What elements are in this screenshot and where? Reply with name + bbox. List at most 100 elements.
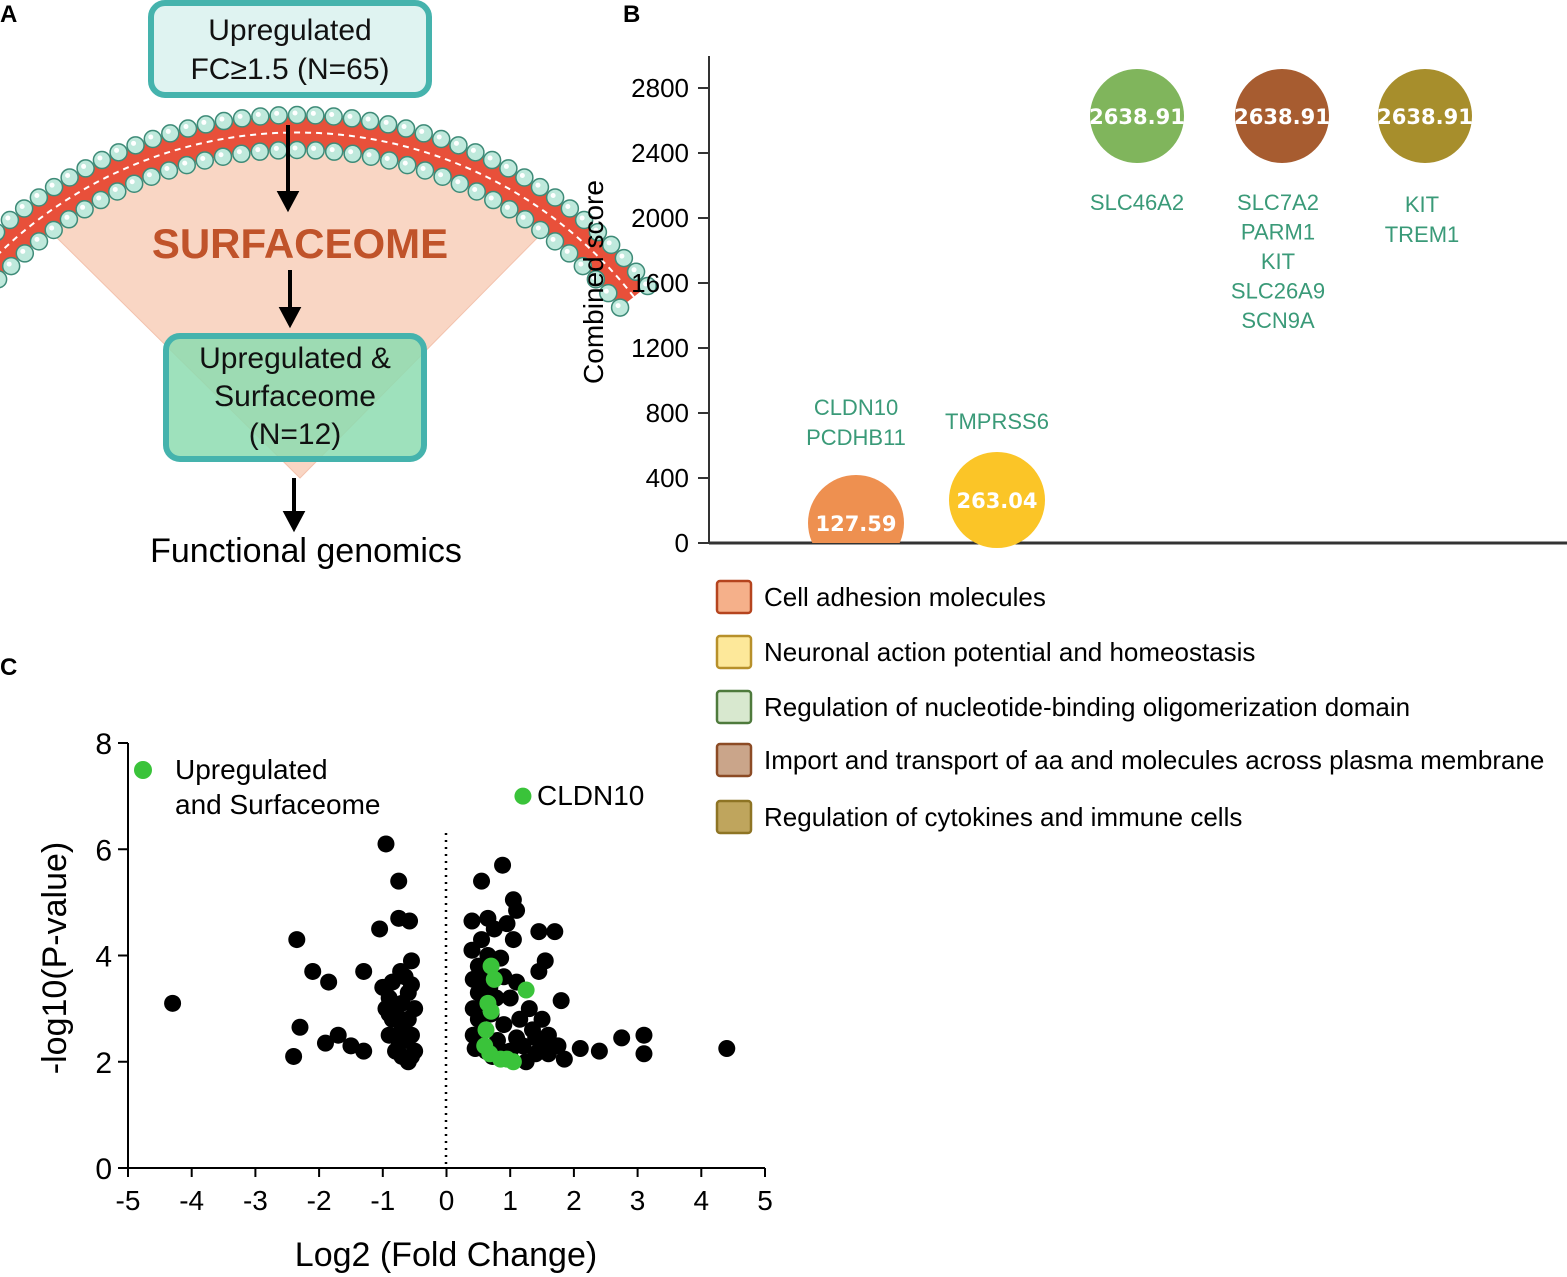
volcano-point (401, 912, 419, 930)
lipid-head-icon (306, 106, 325, 125)
lipid-head-icon (601, 235, 621, 255)
bubble-value-label: 2638.91 (1234, 105, 1330, 129)
legend-entry: Cell adhesion molecules (764, 582, 1046, 612)
cldn10-label: CLDN10 (537, 780, 644, 811)
bubble-value-label: 127.59 (815, 512, 896, 536)
lipid-highlight (81, 163, 87, 169)
bubble-group: 2638.91 SLC46A2 (1089, 69, 1185, 215)
bubble-mark (808, 475, 904, 543)
lipid-head-icon (92, 150, 112, 170)
lipid-highlight (236, 149, 242, 155)
lipid-head-icon (559, 244, 579, 263)
lipid-highlight (183, 124, 189, 130)
lipid-head-icon (449, 136, 468, 155)
volcano-points (164, 787, 736, 1071)
lipid-head-icon (0, 223, 6, 241)
volcano-x-tick-label: 2 (566, 1185, 582, 1216)
lipid-highlight (472, 186, 478, 192)
lipid-head-icon (143, 129, 163, 149)
gene-label: KIT (1261, 249, 1295, 274)
lipid-head-icon (214, 111, 234, 131)
volcano-point (539, 1045, 557, 1063)
volcano-point (316, 1034, 334, 1052)
volcano-point (329, 1026, 347, 1044)
lipid-highlight (146, 172, 152, 178)
lipid-highlight (438, 172, 444, 178)
volcano-y-tick-label: 8 (95, 728, 112, 761)
lipid-head-icon (59, 210, 79, 229)
lipid-highlight (255, 112, 261, 118)
bubble-group: 2638.91 SLC7A2 PARM1 KIT SLC26A9 SCN9A (1231, 69, 1330, 333)
lipid-head-icon (482, 150, 502, 170)
lipid-highlight (218, 152, 224, 158)
volcano-point (527, 1029, 545, 1047)
bubble-y-tick-label: 800 (646, 398, 689, 428)
lipid-head-icon (414, 124, 433, 143)
volcano-y-axis-title: -log10(P-value) (36, 842, 74, 1074)
volcano-point (406, 1000, 424, 1018)
lipid-head-icon (545, 188, 565, 207)
lipid-head-icon (287, 140, 307, 160)
volcano-point (164, 994, 182, 1012)
lipid-highlight (488, 195, 494, 201)
lipid-highlight (49, 225, 55, 231)
volcano-point (520, 1000, 538, 1018)
lipid-head-icon (109, 143, 128, 162)
panel-letter-a: A (0, 1, 17, 28)
lipid-highlight (384, 156, 390, 162)
lipid-head-icon (1, 256, 21, 276)
lipid-highlight (273, 145, 279, 151)
volcano-point (371, 920, 389, 938)
lipid-highlight (292, 145, 298, 151)
lipid-highlight (643, 281, 649, 287)
lipid-highlight (131, 140, 137, 146)
lipid-highlight (6, 261, 12, 267)
lipid-highlight (470, 147, 476, 153)
lipid-head-icon (142, 167, 161, 186)
bubble-y-tick-label: 400 (646, 463, 689, 493)
volcano-x-tick-label: 0 (439, 1185, 455, 1216)
volcano-x-axis-title: Log2 (Fold Change) (295, 1236, 597, 1274)
flow-arrows (276, 125, 306, 533)
volcano-point (473, 931, 491, 949)
gene-label: TMPRSS6 (945, 409, 1049, 434)
lipid-head-icon (124, 174, 144, 193)
lipid-head-icon (108, 182, 127, 201)
lipid-highlight (535, 182, 541, 188)
lipid-highlight (365, 116, 371, 122)
volcano-point (285, 1047, 303, 1065)
bubble-y-tick-label: 1200 (631, 333, 689, 363)
lipid-head-icon (466, 143, 485, 162)
lipid-highlight (578, 261, 584, 267)
lipid-highlight (402, 160, 408, 166)
lipid-highlight (579, 215, 585, 221)
lipid-highlight (274, 110, 280, 116)
lipid-highlight (487, 155, 493, 161)
lipid-highlight (329, 147, 335, 153)
lipid-head-icon (574, 210, 594, 230)
volcano-point (498, 1050, 516, 1068)
volcano-x-tick-label: 5 (757, 1185, 773, 1216)
volcano-point (304, 962, 322, 980)
lipid-head-icon (638, 276, 657, 296)
lipid-highlight (114, 147, 120, 153)
volcano-point (402, 1026, 420, 1044)
volcano-legend-line2: and Surfaceome (175, 789, 380, 820)
lipid-head-icon (0, 210, 20, 230)
lipid-head-icon (196, 115, 216, 134)
lipid-highlight (504, 204, 510, 210)
functional-genomics-label: Functional genomics (150, 532, 462, 570)
lipid-highlight (49, 182, 55, 188)
lipid-highlight (20, 248, 26, 254)
lipid-highlight (565, 203, 571, 209)
lipid-highlight (453, 140, 459, 146)
lipid-highlight (96, 195, 102, 201)
bubble-group: 127.59 CLDN10 PCDHB11 (806, 395, 906, 543)
lipid-head-icon (29, 188, 49, 207)
bubble-group: 2638.91 KIT TREM1 (1377, 69, 1473, 247)
volcano-point (482, 1002, 500, 1020)
lipid-head-icon (161, 124, 180, 143)
volcano-point (718, 1039, 736, 1057)
gene-label: SLC46A2 (1090, 190, 1184, 215)
